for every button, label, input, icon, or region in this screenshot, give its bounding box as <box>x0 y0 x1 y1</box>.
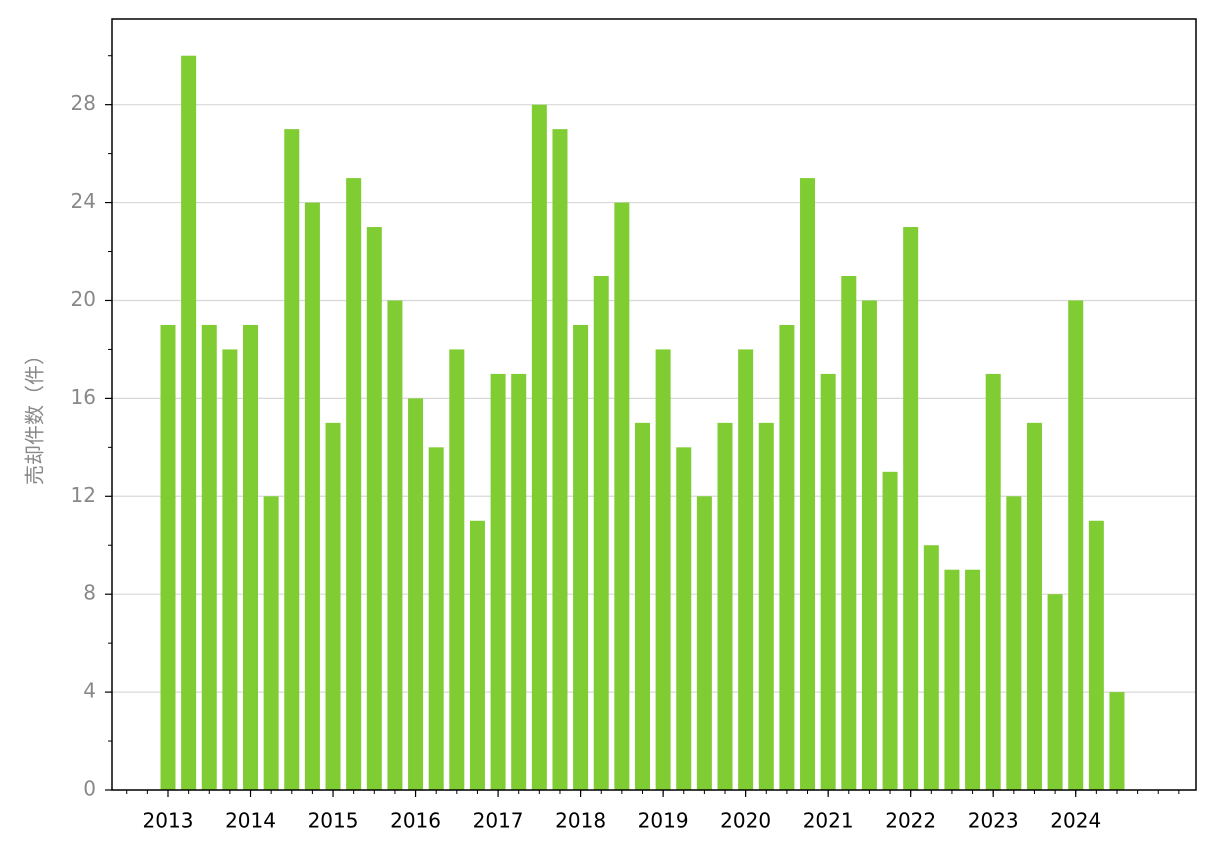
bar <box>758 422 774 790</box>
bar <box>387 300 403 790</box>
bar <box>531 104 547 790</box>
bar <box>738 349 754 790</box>
bar <box>160 324 176 790</box>
bar <box>779 324 795 790</box>
y-axis-label: 売却件数（件） <box>23 345 47 485</box>
bar <box>552 129 568 791</box>
bar <box>449 349 465 790</box>
x-tick-label: 2022 <box>885 809 936 833</box>
y-tick-label: 12 <box>71 483 96 507</box>
y-tick-label: 20 <box>71 287 96 311</box>
x-tick-label: 2013 <box>143 809 194 833</box>
bar <box>634 422 650 790</box>
bar <box>490 373 506 790</box>
bar <box>923 545 939 790</box>
bar <box>1068 300 1084 790</box>
bar <box>1088 520 1104 790</box>
bar <box>181 55 197 790</box>
bar <box>861 300 877 790</box>
bar <box>201 324 217 790</box>
bar <box>882 471 898 790</box>
y-tick-label: 8 <box>83 581 96 605</box>
bar <box>366 227 382 791</box>
x-tick-label: 2017 <box>473 809 524 833</box>
bar <box>614 202 630 791</box>
x-tick-label: 2018 <box>555 809 606 833</box>
x-tick-label: 2021 <box>803 809 854 833</box>
bar <box>593 276 609 790</box>
x-tick-label: 2015 <box>308 809 359 833</box>
bar <box>965 569 981 790</box>
bar <box>1047 594 1063 790</box>
bar <box>222 349 238 790</box>
x-tick-label: 2014 <box>225 809 276 833</box>
bar <box>1026 422 1042 790</box>
x-tick-label: 2023 <box>968 809 1019 833</box>
x-tick-label: 2016 <box>390 809 441 833</box>
bar <box>800 178 816 791</box>
bar <box>346 178 362 791</box>
bar <box>985 373 1001 790</box>
bar <box>408 398 424 790</box>
y-tick-label: 16 <box>71 385 96 409</box>
bar <box>696 496 712 790</box>
bar <box>263 496 279 790</box>
x-tick-label: 2024 <box>1050 809 1101 833</box>
y-tick-label: 24 <box>71 189 96 213</box>
bar <box>841 276 857 790</box>
bar <box>469 520 485 790</box>
bar <box>284 129 300 791</box>
bar <box>428 447 444 790</box>
bar <box>304 202 320 791</box>
bar <box>820 373 836 790</box>
bar <box>655 349 671 790</box>
x-tick-label: 2019 <box>638 809 689 833</box>
bar <box>676 447 692 790</box>
bar <box>325 422 341 790</box>
y-tick-label: 28 <box>71 91 96 115</box>
bar <box>1109 692 1125 790</box>
plot-frame <box>111 18 1197 791</box>
bar <box>573 324 589 790</box>
x-tick-label: 2020 <box>720 809 771 833</box>
bar <box>511 373 527 790</box>
y-tick-label: 4 <box>83 679 96 703</box>
bar <box>717 422 733 790</box>
bar <box>243 324 259 790</box>
bar <box>903 227 919 791</box>
y-tick-label: 0 <box>83 777 96 801</box>
bar <box>944 569 960 790</box>
bar <box>1006 496 1022 790</box>
